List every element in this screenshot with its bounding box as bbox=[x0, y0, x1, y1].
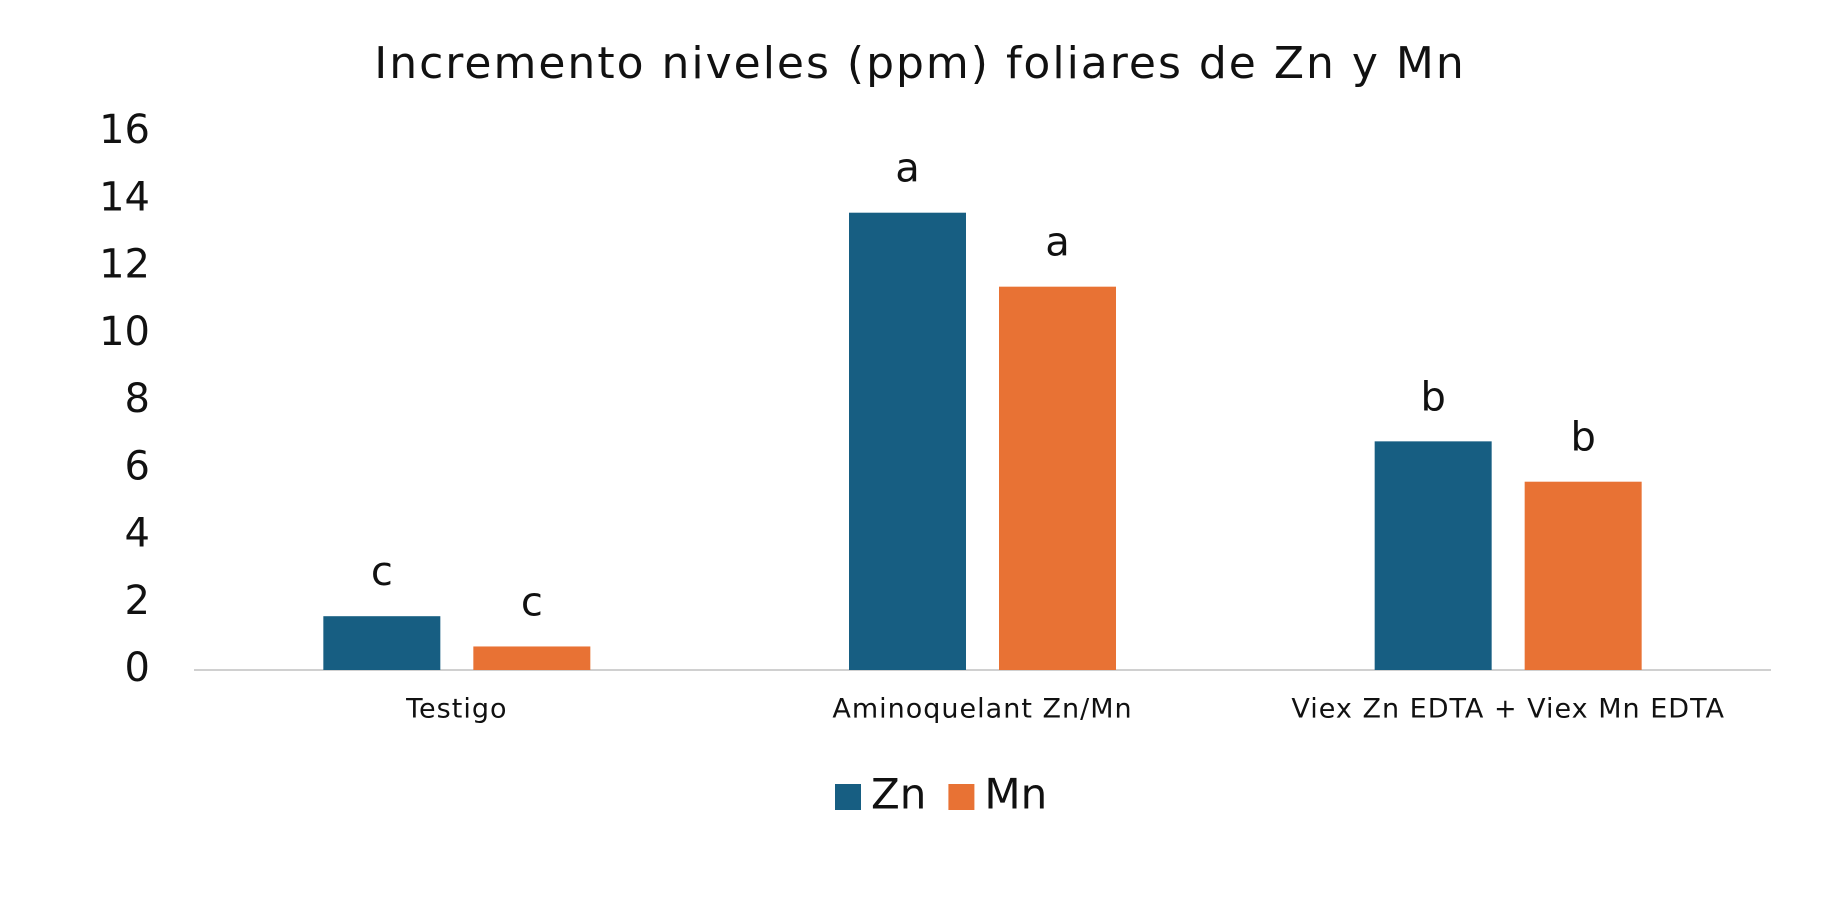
bar bbox=[849, 212, 966, 670]
chart-title: Incremento niveles (ppm) foliares de Zn … bbox=[374, 38, 1466, 89]
data-label: b bbox=[1570, 415, 1595, 461]
y-tick-label: 16 bbox=[99, 107, 150, 153]
legend-swatch bbox=[948, 784, 975, 810]
legend-swatch bbox=[835, 784, 861, 810]
bar bbox=[999, 286, 1116, 670]
y-tick-label: 4 bbox=[125, 511, 150, 557]
data-label: a bbox=[895, 146, 920, 192]
bar bbox=[323, 616, 441, 670]
bar bbox=[1524, 481, 1642, 670]
y-tick-label: 8 bbox=[125, 376, 150, 422]
data-label: c bbox=[521, 579, 543, 625]
x-tick-label: Testigo bbox=[405, 694, 507, 725]
y-tick-label: 14 bbox=[99, 174, 150, 220]
legend-label: Zn bbox=[871, 770, 926, 819]
legend-label: Mn bbox=[984, 770, 1047, 819]
y-tick-label: 6 bbox=[125, 443, 150, 489]
data-label: a bbox=[1045, 220, 1070, 266]
data-label: c bbox=[371, 549, 393, 595]
y-tick-label: 2 bbox=[125, 578, 150, 624]
bar bbox=[1374, 441, 1492, 670]
y-tick-label: 10 bbox=[99, 309, 150, 355]
x-tick-label: Viex Zn EDTA + Viex Mn EDTA bbox=[1291, 694, 1725, 725]
y-tick-label: 0 bbox=[125, 645, 150, 691]
bar bbox=[473, 646, 591, 670]
x-tick-label: Aminoquelant Zn/Mn bbox=[832, 694, 1132, 725]
y-tick-label: 12 bbox=[99, 242, 150, 288]
data-label: b bbox=[1420, 374, 1445, 420]
